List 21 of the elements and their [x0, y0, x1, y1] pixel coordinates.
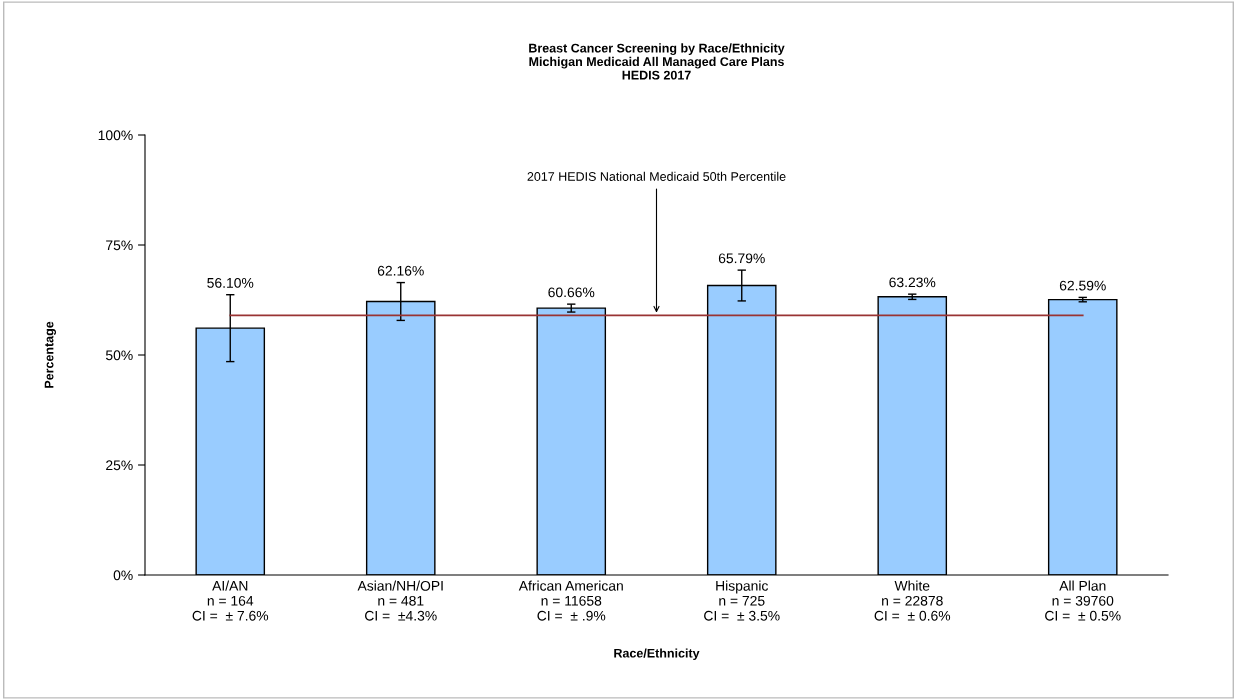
data-label: 65.79% — [718, 253, 765, 264]
data-label: 60.66% — [548, 287, 595, 298]
y-tick-label: 0% — [113, 570, 133, 581]
x-tick-label: All Plan n = 39760 CI = ± 0.5% — [1045, 580, 1121, 621]
x-tick-label: Hispanic n = 725 CI = ± 3.5% — [704, 580, 780, 621]
x-tick-label: Asian/NH/OPI n = 481 CI = ±4.3% — [357, 580, 443, 621]
y-tick-label: 25% — [106, 460, 133, 471]
y-tick-label: 50% — [105, 350, 133, 361]
x-tick-label: AI/AN n = 164 CI = ± 7.6% — [192, 580, 269, 621]
y-tick-label: 75% — [106, 240, 133, 251]
data-label: 62.16% — [377, 265, 424, 276]
chart-title: Breast Cancer Screening by Race/Ethnicity Michigan Medicaid All Managed Care Plans HEDIS 2017 — [529, 43, 785, 80]
data-label: 63.23% — [889, 277, 936, 288]
y-tick-label: 100% — [98, 130, 133, 141]
data-label: 62.59% — [1059, 280, 1106, 291]
data-label: 56.10% — [207, 277, 254, 288]
x-tick-label: African American n = 11658 CI = ± .9% — [518, 580, 623, 621]
x-tick-label: White n = 22878 CI = ± 0.6% — [874, 580, 951, 621]
y-axis-title: Percentage — [44, 321, 57, 388]
x-axis-title: Race/Ethnicity — [614, 648, 700, 661]
ref-line-label: 2017 HEDIS National Medicaid 50th Percentile — [527, 171, 786, 181]
